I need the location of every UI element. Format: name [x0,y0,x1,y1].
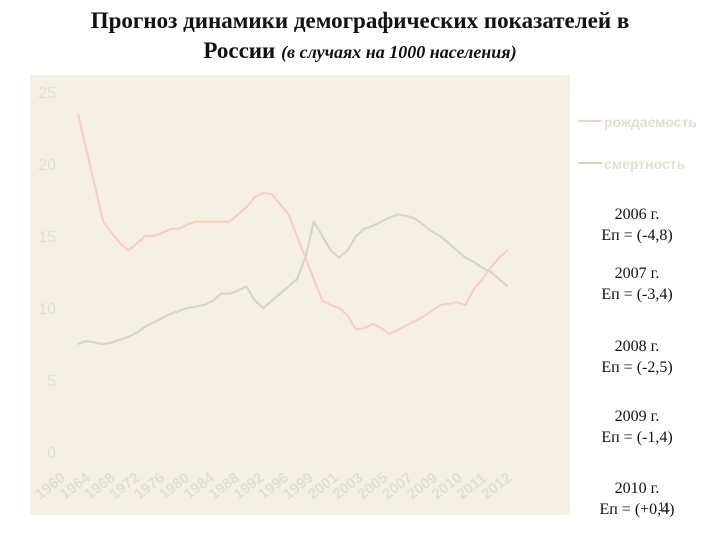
series-line-deaths [77,213,509,346]
note-year: 2006 г. [614,206,660,223]
note-year: 2009 г. [614,408,660,425]
y-tick-label: 25 [38,85,56,102]
y-tick-label: 20 [38,157,56,174]
y-tick-label: 5 [47,373,56,390]
slide-title: Прогноз динамики демографических показат… [0,6,720,67]
title-line-2: России (в случаях на 1000 населения) [0,36,720,67]
legend-label: смертность [604,156,686,172]
legend-label: рождаемость [604,114,697,130]
title-country: России [203,38,276,63]
note-item: 2009 г. Еп = (-1,4) [578,406,696,448]
note-value: Еп = (-3,4) [601,286,673,303]
note-year: 2008 г. [614,338,660,355]
note-item: 2010 г. Еп = (+0,4) [578,478,696,520]
legend: рождаемость смертность [578,114,697,172]
title-subtitle: (в случаях на 1000 населения) [281,42,517,62]
y-tick-label: 0 [47,445,56,462]
page-number: 11 [658,500,671,514]
plot-background [30,75,570,515]
note-item: 2008 г. Еп = (-2,5) [578,336,696,378]
note-year: 2010 г. [614,480,660,497]
note-value: Еп = (+0,4) [599,501,675,518]
note-value: Еп = (-2,5) [601,359,673,376]
note-value: Еп = (-1,4) [601,429,673,446]
note-value: Еп = (-4,8) [601,227,673,244]
note-year: 2007 г. [614,265,660,282]
y-tick-label: 15 [38,229,56,246]
note-item: 2006 г. Еп = (-4,8) [578,204,696,246]
y-tick-label: 10 [38,301,56,318]
series-layer [76,113,509,346]
title-line-1: Прогноз динамики демографических показат… [90,8,630,33]
series-line-births [76,113,509,335]
note-item: 2007 г. Еп = (-3,4) [578,263,696,305]
